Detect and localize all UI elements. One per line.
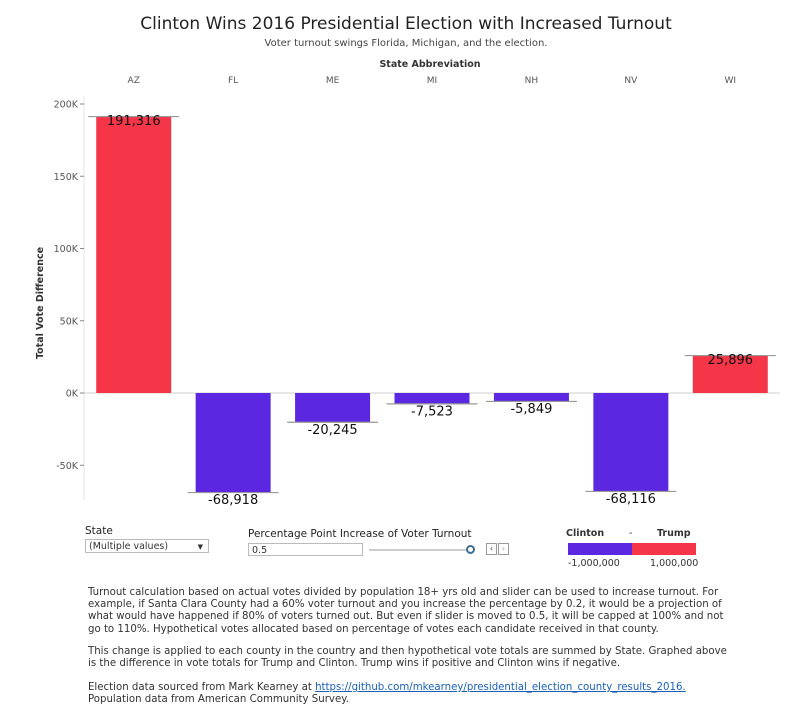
chart-title: Clinton Wins 2016 Presidential Election …: [140, 14, 672, 34]
legend-separator: -: [629, 528, 633, 539]
bar: [96, 116, 172, 394]
turnout-slider-thumb[interactable]: [466, 545, 475, 554]
legend-clinton-label: Clinton: [566, 528, 605, 539]
bar: [493, 393, 569, 402]
turnout-slider-track[interactable]: [369, 549, 472, 551]
bar: [295, 393, 371, 423]
y-tick-label: 0K: [66, 389, 79, 400]
legend-positive-swatch: [632, 543, 696, 555]
legend-max-label: 1,000,000: [650, 558, 699, 569]
bar: [692, 355, 768, 393]
note-aggregation: This change is applied to each county in…: [88, 646, 727, 670]
state-filter-value: (Multiple values): [89, 541, 169, 552]
x-tick-label: ME: [326, 76, 340, 86]
x-axis-ticks: AZ FL ME MI NH NV WI: [128, 76, 737, 86]
step-back-button[interactable]: ‹: [486, 543, 497, 555]
x-tick-label: WI: [725, 76, 737, 86]
bar-chart: State Abbreviation Total Vote Difference…: [35, 59, 780, 508]
note-data-source: Election data sourced from Mark Kearney …: [88, 682, 738, 706]
x-tick-label: MI: [427, 76, 437, 86]
data-label: 25,896: [708, 353, 754, 368]
step-forward-button[interactable]: ›: [498, 543, 509, 555]
legend-trump-label: Trump: [657, 528, 691, 539]
note-source-text: Election data sourced from Mark Kearney …: [88, 682, 316, 693]
bar: [195, 393, 271, 493]
data-label: -68,918: [208, 493, 258, 508]
x-tick-label: NH: [525, 76, 539, 86]
bars: [88, 115, 776, 494]
note-turnout-calculation: Turnout calculation based on actual vote…: [88, 587, 724, 635]
y-tick-label: 100K: [54, 244, 79, 255]
data-label: -5,849: [510, 402, 552, 417]
x-axis-title: State Abbreviation: [379, 59, 480, 70]
y-axis-title: Total Vote Difference: [35, 247, 46, 359]
x-tick-label: NV: [624, 76, 638, 86]
color-legend: [568, 543, 696, 555]
legend-min-label: -1,000,000: [568, 558, 620, 569]
data-label: -20,245: [307, 423, 357, 438]
bar: [593, 393, 669, 492]
state-filter-dropdown[interactable]: (Multiple values) ▼: [85, 539, 209, 553]
y-tick-label: 200K: [54, 100, 79, 111]
turnout-value-input[interactable]: 0.5: [248, 543, 363, 556]
data-labels: 191,316 -68,918 -20,245 -7,523 -5,849 -68,116…: [107, 114, 753, 508]
y-tick-label: -50K: [56, 461, 79, 472]
data-label: -68,116: [606, 492, 656, 507]
legend-negative-swatch: [568, 543, 632, 555]
state-filter-label: State: [85, 525, 113, 537]
y-tick-label: 50K: [60, 316, 79, 327]
turnout-slider-label: Percentage Point Increase of Voter Turno…: [248, 528, 472, 540]
data-label: 191,316: [107, 114, 161, 129]
data-label: -7,523: [411, 404, 453, 419]
y-tick-label: 150K: [54, 172, 79, 183]
x-tick-label: FL: [228, 76, 238, 86]
chart-subtitle: Voter turnout swings Florida, Michigan, …: [264, 38, 548, 49]
chevron-down-icon: ▼: [197, 543, 203, 551]
note-population-source: Population data from American Community …: [88, 694, 350, 706]
bar: [394, 393, 470, 404]
source-link[interactable]: https://github.com/mkearney/presidential…: [315, 682, 686, 693]
x-tick-label: AZ: [128, 76, 140, 86]
